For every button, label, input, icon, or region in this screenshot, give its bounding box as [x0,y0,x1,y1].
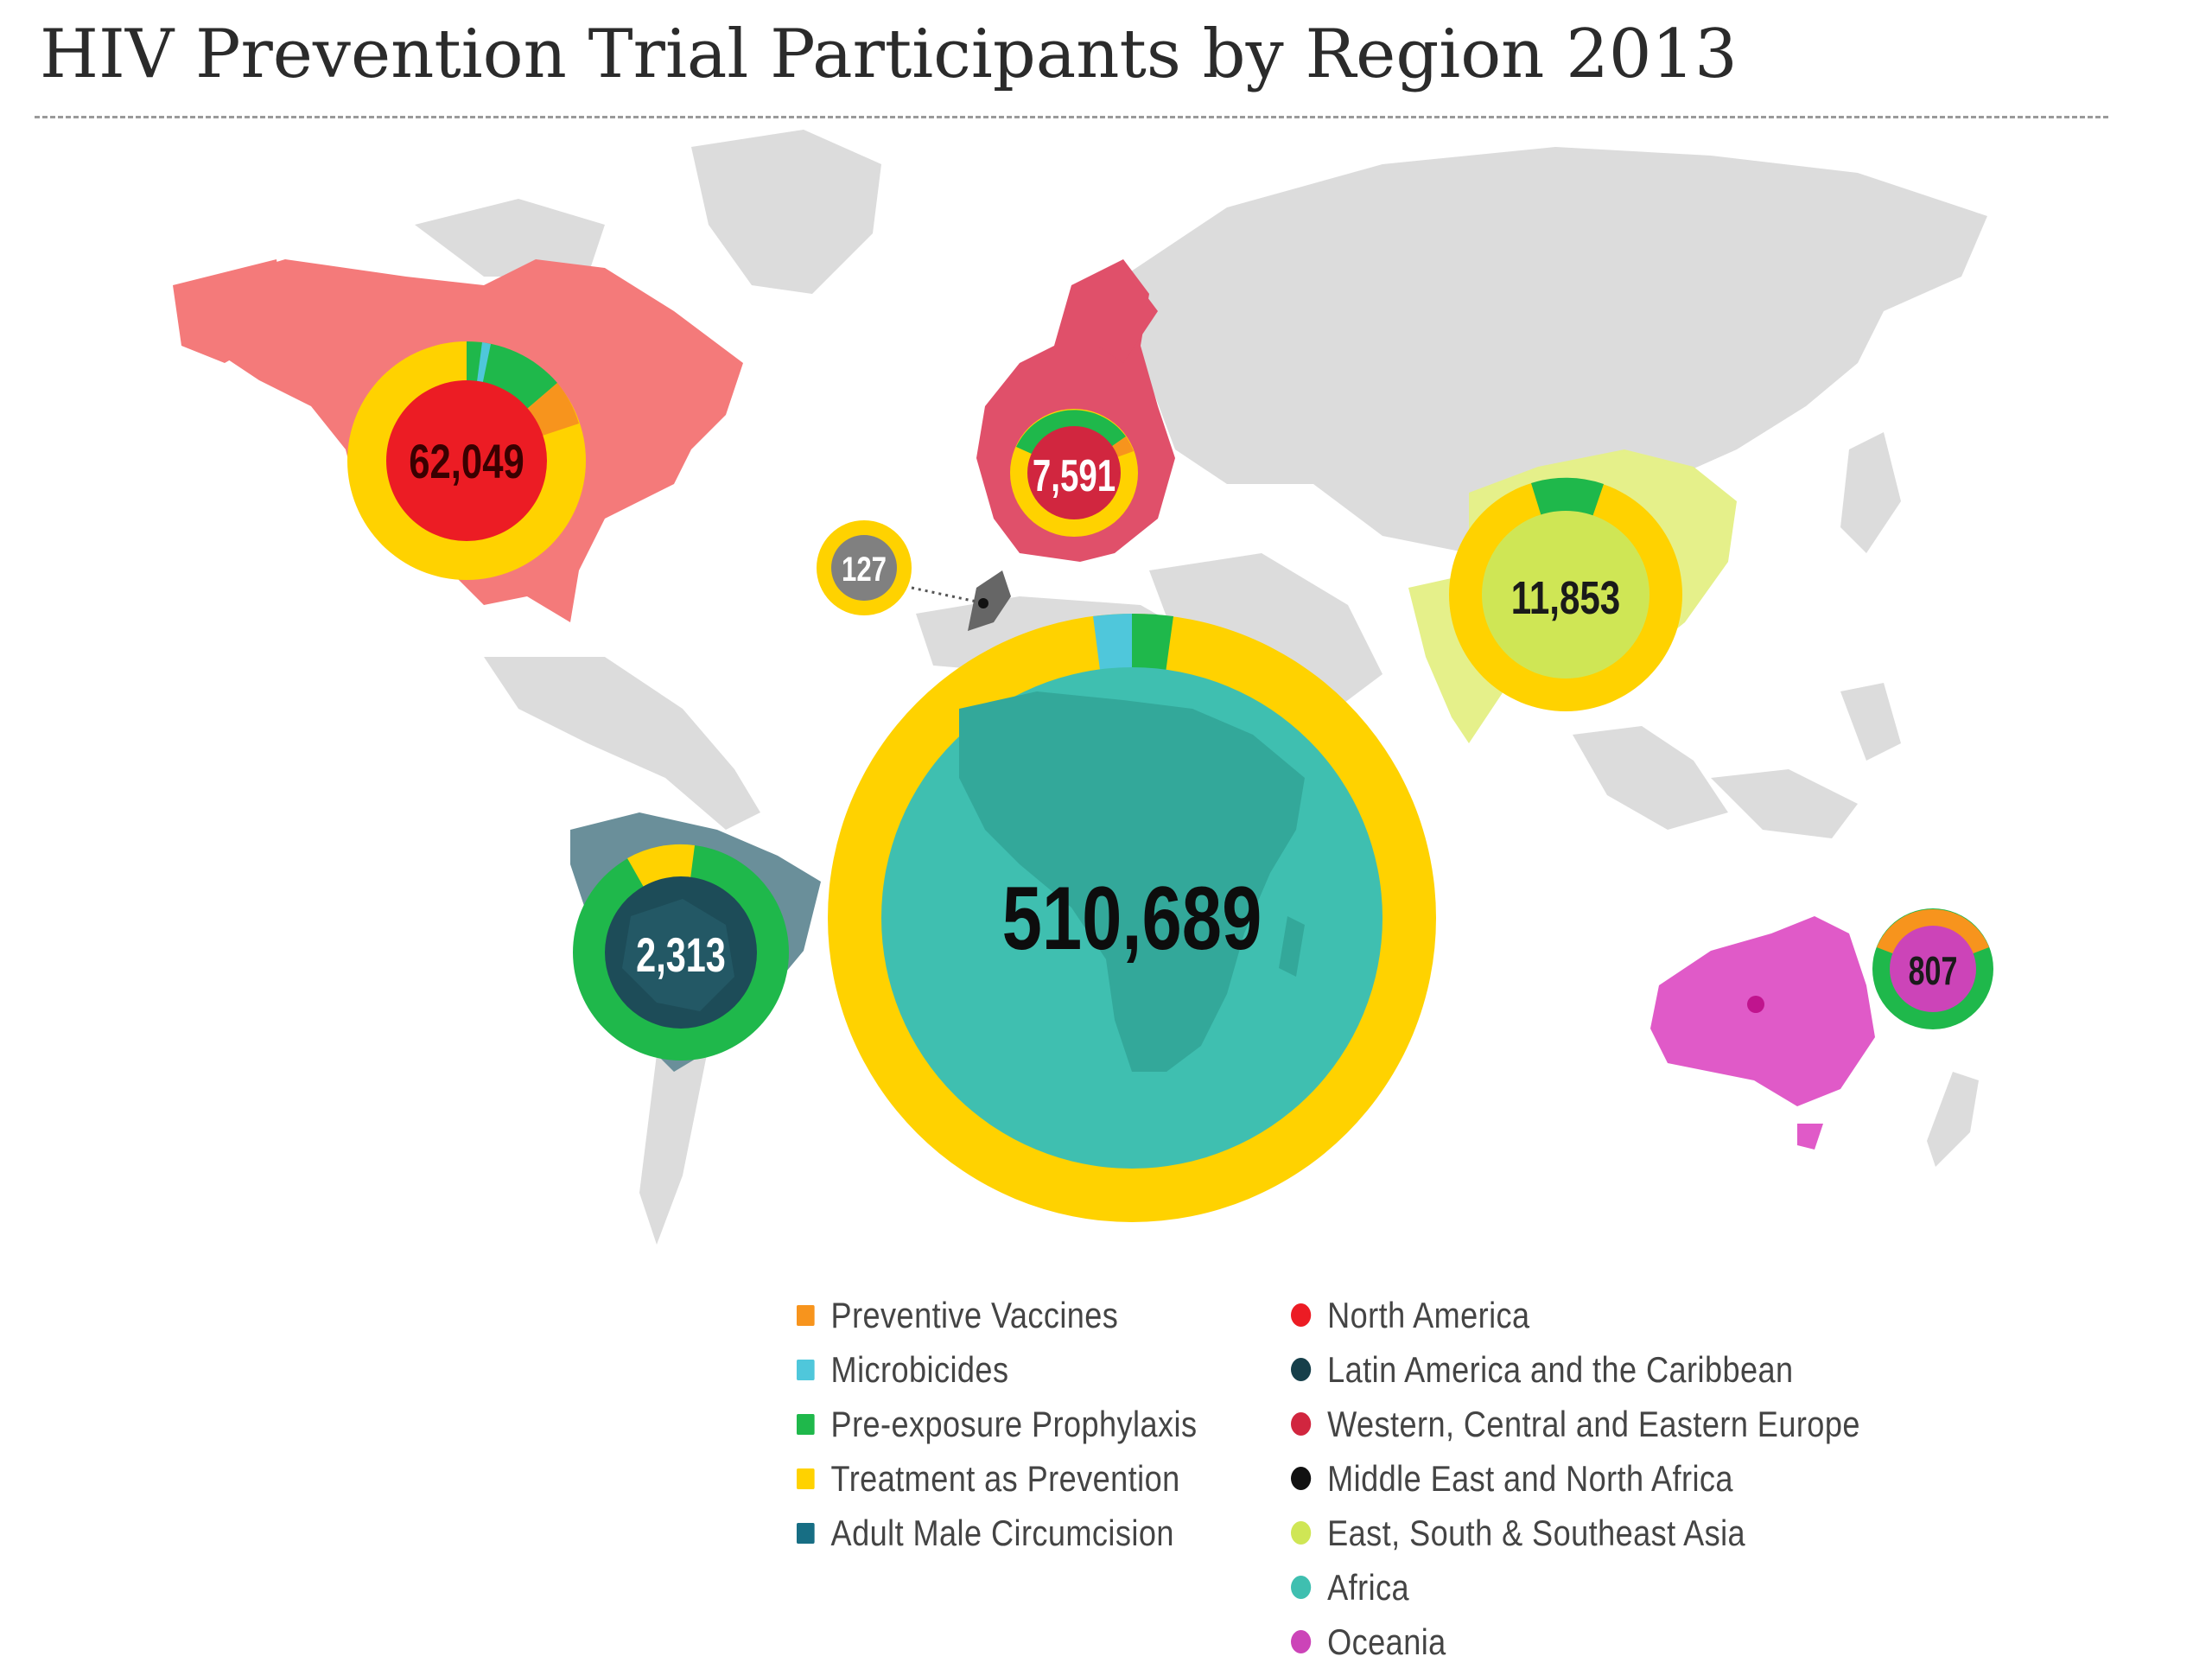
title-divider [35,116,2108,118]
label-asia: 11,853 [1511,572,1620,624]
legend-item: North America [1291,1288,1860,1342]
legend-label: Treatment as Prevention [830,1457,1180,1499]
legend-label: Pre-exposure Prophylaxis [830,1403,1198,1444]
donut-africa[interactable] [828,613,1436,1222]
legend-swatch [1291,1576,1312,1599]
legend-swatch [1291,1412,1312,1436]
madagascar-shape [1279,916,1305,977]
donut-center [831,535,897,601]
legend-swatch [797,1522,815,1544]
legend-label: Middle East and North Africa [1327,1457,1733,1499]
middle-east-dot [978,598,988,608]
region-oceania-shape [1650,916,1875,1106]
legend-item: Middle East and North Africa [1291,1451,1860,1506]
legend-swatch [1291,1630,1312,1653]
legend-swatch [797,1359,815,1380]
legend-item: Adult Male Circumcision [797,1506,1197,1560]
donut-center-shading [622,899,734,1011]
page-title: HIV Prevention Trial Participants by Reg… [40,16,1738,93]
donut-europe[interactable] [1010,409,1138,537]
donut-center [1890,926,1976,1012]
legend-label: North America [1327,1294,1530,1335]
legend-swatch [1291,1467,1312,1490]
legend-label: Oceania [1327,1621,1446,1662]
legend-swatch [1291,1303,1312,1327]
region-middle-east-shape [968,570,1011,631]
legend-swatch [797,1304,815,1326]
legend-label: Africa [1327,1566,1410,1608]
legend-item: Latin America and the Caribbean [1291,1342,1860,1397]
legend-label: Adult Male Circumcision [830,1512,1174,1553]
region-alaska-shape [173,259,285,363]
legend-regions: North America Latin America and the Cari… [1291,1288,1860,1669]
legend-swatch [797,1413,815,1435]
middle-east-leader-line [911,586,977,603]
legend-item: Microbicides [797,1342,1197,1397]
legend-label: Western, Central and Eastern Europe [1327,1403,1860,1444]
legend-swatch [797,1468,815,1489]
donut-center [386,380,547,541]
legend-label: East, South & Southeast Asia [1327,1512,1746,1553]
region-scandinavia-shape [1089,277,1158,363]
africa-continent-shape [959,691,1305,1072]
donut-center [1027,426,1121,519]
legend-programs: Preventive Vaccines Microbicides Pre-exp… [797,1288,1197,1560]
label-latin-america: 2,313 [636,928,726,983]
oceania-dot [1747,996,1764,1013]
donut-asia[interactable] [1449,477,1682,711]
donut-middle-east[interactable] [817,520,912,615]
label-europe: 7,591 [1033,450,1116,500]
legend-label: Microbicides [830,1348,1009,1390]
legend-swatch [1291,1358,1312,1381]
legend-item: Preventive Vaccines [797,1288,1197,1342]
legend-item: Pre-exposure Prophylaxis [797,1397,1197,1451]
legend-item: Western, Central and Eastern Europe [1291,1397,1860,1451]
label-africa: 510,689 [1002,868,1262,968]
legend-item: Africa [1291,1560,1860,1615]
donut-oceania[interactable] [1872,908,1993,1029]
donut-center [1482,511,1649,678]
donut-north-america[interactable] [347,341,586,580]
legend-item: Treatment as Prevention [797,1451,1197,1506]
label-middle-east: 127 [842,550,887,589]
legend-item: Oceania [1291,1615,1860,1669]
region-tasmania-shape [1797,1124,1823,1150]
legend-label: Latin America and the Caribbean [1327,1348,1794,1390]
donut-latin-america[interactable] [573,844,789,1061]
label-oceania: 807 [1909,948,1958,993]
legend-label: Preventive Vaccines [830,1294,1119,1335]
label-north-america: 62,049 [409,435,524,488]
legend-item: East, South & Southeast Asia [1291,1506,1860,1560]
legend-swatch [1291,1521,1312,1545]
